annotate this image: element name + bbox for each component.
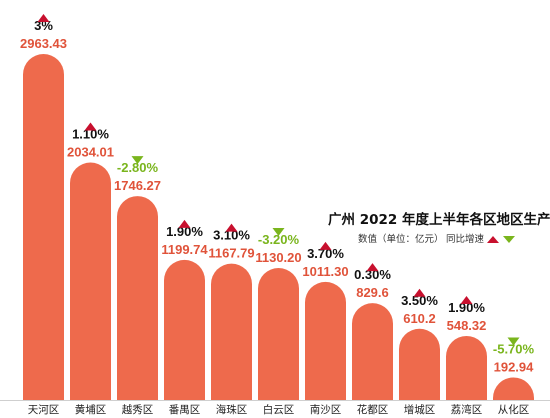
value-label: 829.6 (356, 285, 389, 300)
growth-label: 1.90% (166, 224, 203, 239)
chart-title: 广州 2022 年度上半年各区地区生产总值 (328, 211, 550, 228)
growth-label: 3.10% (213, 228, 250, 243)
growth-label: -5.70% (493, 341, 535, 356)
category-tick-label: 海珠区 (216, 403, 248, 416)
growth-down-triangle-icon (507, 337, 520, 346)
category-tick-label: 增城区 (404, 403, 436, 416)
category-tick-label: 番禺区 (169, 404, 201, 416)
growth-up-triangle-icon (366, 263, 379, 272)
value-label: 1746.27 (114, 178, 161, 193)
bar-0 (23, 54, 64, 400)
growth-up-triangle-icon (225, 223, 238, 232)
growth-label: 1.90% (448, 300, 485, 315)
growth-up-triangle-icon (319, 241, 332, 250)
value-label: 2034.01 (67, 145, 114, 160)
growth-label: 1.10% (72, 127, 109, 142)
value-label: 1199.74 (161, 242, 208, 257)
bar-4 (211, 263, 252, 400)
value-label: 1130.20 (255, 250, 301, 265)
growth-label: 3.70% (307, 246, 344, 261)
bar-10 (493, 377, 534, 400)
legend-down-triangle-icon (503, 236, 515, 243)
bar-2 (117, 196, 158, 400)
bar-8 (399, 328, 440, 400)
category-tick-label: 白云区 (263, 403, 295, 416)
bar-3 (164, 259, 205, 400)
value-label: 610.2 (403, 311, 436, 326)
value-label: 548.32 (447, 318, 487, 333)
growth-label: -3.20% (258, 232, 300, 247)
bar-7 (352, 303, 393, 400)
growth-up-triangle-icon (84, 122, 97, 131)
category-tick-label: 花都区 (357, 403, 389, 416)
growth-label: 3.50% (401, 293, 438, 308)
bar-5 (258, 268, 299, 400)
value-label: 1167.79 (208, 246, 254, 261)
legend-growth-label: 同比增速 (446, 233, 485, 245)
growth-label: -2.80% (117, 160, 159, 175)
category-tick-label: 天河区 (28, 404, 60, 416)
category-tick-label: 越秀区 (122, 403, 154, 416)
bar-9 (446, 335, 487, 400)
growth-up-triangle-icon (178, 219, 191, 228)
growth-up-triangle-icon (460, 295, 473, 304)
growth-label: 0.30% (354, 267, 391, 282)
growth-up-triangle-icon (37, 14, 50, 22)
category-tick-label: 从化区 (498, 403, 530, 416)
growth-down-triangle-icon (131, 156, 144, 165)
growth-up-triangle-icon (413, 288, 426, 297)
growth-down-triangle-icon (272, 228, 285, 237)
bar-1 (70, 162, 111, 400)
value-label: 1011.30 (302, 264, 348, 279)
category-tick-label: 南沙区 (310, 403, 342, 416)
value-label: 2963.43 (20, 36, 67, 51)
category-tick-label: 荔湾区 (451, 403, 483, 416)
category-tick-label: 黄埔区 (75, 403, 107, 416)
legend-up-triangle-icon (487, 236, 499, 243)
bar-6 (305, 281, 346, 400)
value-label: 192.94 (494, 359, 535, 374)
labels-group: 2963.433%天河区2034.011.10%黄埔区1746.27-2.80%… (20, 14, 535, 416)
bars-group (23, 54, 534, 400)
legend-unit-label: 数值（单位：亿元） (358, 233, 444, 245)
